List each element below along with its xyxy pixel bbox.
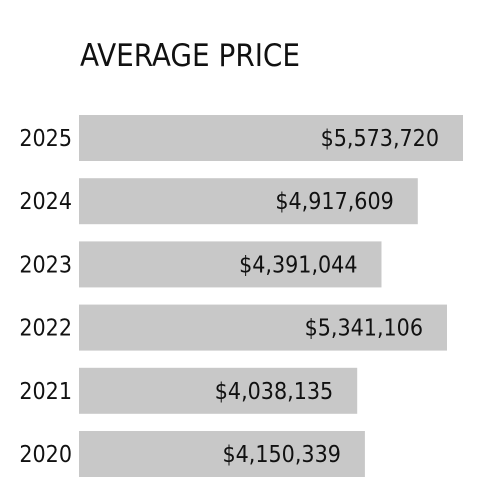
category-label-2025: 2025 (19, 126, 72, 152)
value-label-2024: $4,917,609 (275, 189, 393, 215)
bar-2024 (79, 178, 418, 225)
chart-title: AVERAGE PRICE (80, 38, 301, 74)
value-label-2021: $4,038,135 (215, 379, 333, 405)
bar-2022 (79, 304, 447, 351)
category-label-2020: 2020 (19, 442, 72, 468)
value-label-2022: $5,341,106 (305, 316, 423, 342)
value-label-2023: $4,391,044 (239, 252, 357, 278)
bar-2023 (79, 241, 382, 288)
category-label-2023: 2023 (19, 252, 72, 278)
category-label-2021: 2021 (19, 379, 72, 405)
bar-2020 (79, 431, 365, 477)
value-label-2020: $4,150,339 (222, 442, 340, 468)
bar-2025 (79, 115, 463, 161)
category-label-2022: 2022 (19, 316, 72, 342)
value-label-2025: $5,573,720 (321, 126, 439, 152)
bar-2021 (79, 367, 358, 414)
category-label-2024: 2024 (19, 189, 72, 215)
